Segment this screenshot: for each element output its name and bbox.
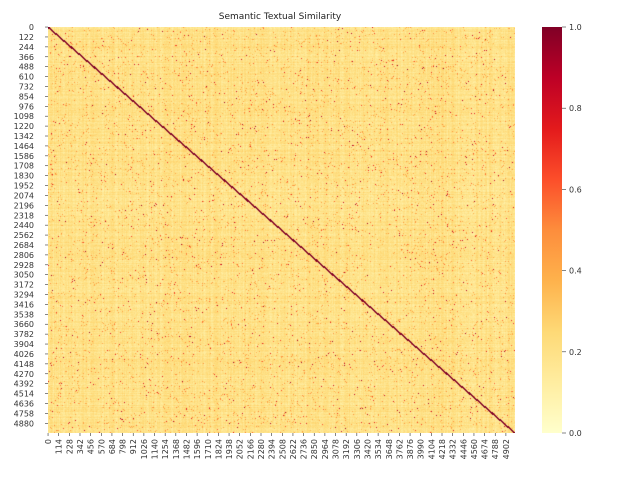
x-tick-label: 1482 bbox=[182, 439, 191, 459]
x-tick-label: 4104 bbox=[427, 439, 436, 459]
y-tick-label: 244 bbox=[19, 43, 34, 52]
y-tick-label: 1708 bbox=[14, 162, 34, 171]
x-tick-label: 798 bbox=[119, 439, 128, 454]
x-tick-label: 684 bbox=[108, 439, 117, 454]
y-tick-label: 3782 bbox=[14, 330, 34, 339]
colorbar-ticks: 0.0 0.2 0.4 0.6 0.8 1.0 bbox=[562, 23, 582, 438]
y-tick-label: 854 bbox=[19, 92, 34, 101]
x-tick-label: 1596 bbox=[193, 439, 202, 459]
y-tick-label: 2074 bbox=[14, 191, 34, 200]
x-tick-label: 4218 bbox=[438, 439, 447, 459]
y-tick-label: 122 bbox=[19, 33, 34, 42]
x-tick-label: 4788 bbox=[491, 439, 500, 459]
x-tick-label: 1824 bbox=[214, 439, 223, 459]
x-tick-label: 1710 bbox=[204, 439, 213, 459]
y-tick-label: 2440 bbox=[14, 221, 34, 230]
x-tick-label: 3078 bbox=[332, 439, 341, 459]
x-tick-label: 3990 bbox=[417, 439, 426, 459]
y-tick-label: 3538 bbox=[14, 310, 34, 319]
x-tick-label: 228 bbox=[65, 439, 74, 454]
heatmap-cells bbox=[48, 27, 515, 433]
y-tick-label: 3050 bbox=[14, 271, 34, 280]
x-tick-label: 4902 bbox=[502, 439, 511, 459]
x-tick-label: 2508 bbox=[278, 439, 287, 459]
y-tick-label: 1952 bbox=[14, 182, 34, 191]
chart-title: Semantic Textual Similarity bbox=[219, 12, 342, 22]
y-tick-label: 1586 bbox=[14, 152, 34, 161]
x-tick-label: 4332 bbox=[449, 439, 458, 459]
x-tick-label: 4446 bbox=[459, 439, 468, 459]
x-tick-label: 456 bbox=[87, 439, 96, 454]
colorbar-tick-label: 1.0 bbox=[569, 23, 582, 32]
colorbar-tick-label: 0.0 bbox=[569, 429, 582, 438]
y-tick-label: 732 bbox=[19, 82, 34, 91]
y-tick-label: 3416 bbox=[14, 300, 34, 309]
x-tick-label: 1140 bbox=[151, 439, 160, 459]
x-tick-label: 114 bbox=[55, 439, 64, 454]
x-tick-label: 1368 bbox=[172, 439, 181, 459]
x-axis-ticks: 0 114 228 342 456 570 684 798 912 1026 1140 1254 136… bbox=[44, 433, 511, 459]
y-tick-label: 976 bbox=[19, 102, 34, 111]
colorbar-tick-label: 0.8 bbox=[569, 104, 582, 113]
y-tick-label: 3904 bbox=[14, 340, 34, 349]
x-tick-label: 4560 bbox=[470, 439, 479, 459]
x-tick-label: 2052 bbox=[236, 439, 245, 459]
y-tick-label: 2928 bbox=[14, 261, 34, 270]
colorbar-tick-label: 0.6 bbox=[569, 185, 582, 194]
y-tick-label: 3660 bbox=[14, 320, 34, 329]
x-tick-label: 3534 bbox=[374, 439, 383, 459]
x-tick-label: 342 bbox=[76, 439, 85, 454]
x-tick-label: 2736 bbox=[300, 439, 309, 459]
x-tick-label: 570 bbox=[97, 439, 106, 454]
x-tick-label: 0 bbox=[44, 439, 53, 444]
y-axis-ticks: 0122244366488610732854976109812201342146… bbox=[14, 23, 48, 428]
y-tick-label: 4880 bbox=[14, 419, 34, 428]
x-tick-label: 2622 bbox=[289, 439, 298, 459]
x-tick-label: 2280 bbox=[257, 439, 266, 459]
y-tick-label: 4514 bbox=[14, 390, 34, 399]
y-tick-label: 2196 bbox=[14, 201, 34, 210]
x-tick-label: 1938 bbox=[225, 439, 234, 459]
x-tick-label: 3420 bbox=[363, 439, 372, 459]
y-tick-label: 1464 bbox=[14, 142, 34, 151]
y-tick-label: 1342 bbox=[14, 132, 34, 141]
y-tick-label: 366 bbox=[19, 53, 34, 62]
y-tick-label: 4148 bbox=[14, 360, 34, 369]
y-tick-label: 2562 bbox=[14, 231, 34, 240]
x-tick-label: 2850 bbox=[310, 439, 319, 459]
y-tick-label: 2806 bbox=[14, 251, 34, 260]
heatmap-area bbox=[48, 27, 515, 433]
x-tick-label: 3876 bbox=[406, 439, 415, 459]
y-tick-label: 610 bbox=[19, 73, 34, 82]
y-tick-label: 2684 bbox=[14, 241, 34, 250]
y-tick-label: 4026 bbox=[14, 350, 34, 359]
x-tick-label: 3192 bbox=[342, 439, 351, 459]
y-tick-label: 0 bbox=[29, 23, 34, 32]
x-tick-label: 4674 bbox=[481, 439, 490, 459]
x-tick-label: 2166 bbox=[246, 439, 255, 459]
x-tick-label: 3762 bbox=[395, 439, 404, 459]
x-tick-label: 2964 bbox=[321, 439, 330, 459]
colorbar bbox=[542, 27, 562, 433]
colorbar-tick-label: 0.4 bbox=[569, 267, 582, 276]
x-tick-label: 1026 bbox=[140, 439, 149, 459]
x-tick-label: 3648 bbox=[385, 439, 394, 459]
x-tick-label: 1254 bbox=[161, 439, 170, 459]
y-tick-label: 2318 bbox=[14, 211, 34, 220]
x-tick-label: 2394 bbox=[268, 439, 277, 459]
x-tick-label: 3306 bbox=[353, 439, 362, 459]
colorbar-tick-label: 0.2 bbox=[569, 348, 582, 357]
y-tick-label: 1220 bbox=[14, 122, 34, 131]
x-tick-label: 912 bbox=[129, 439, 138, 454]
y-tick-label: 4636 bbox=[14, 399, 34, 408]
y-tick-label: 3172 bbox=[14, 281, 34, 290]
y-tick-label: 1098 bbox=[14, 112, 34, 121]
y-tick-label: 488 bbox=[19, 63, 34, 72]
y-tick-label: 4392 bbox=[14, 380, 34, 389]
y-tick-label: 4758 bbox=[14, 409, 34, 418]
y-tick-label: 4270 bbox=[14, 370, 34, 379]
y-tick-label: 1830 bbox=[14, 172, 34, 181]
y-tick-label: 3294 bbox=[14, 291, 34, 300]
